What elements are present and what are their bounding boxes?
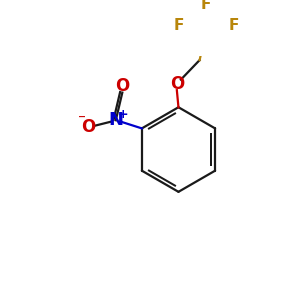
Text: F: F <box>201 0 211 12</box>
Text: O: O <box>115 77 129 95</box>
Text: ⁻: ⁻ <box>78 113 86 128</box>
Text: +: + <box>118 108 128 121</box>
Text: O: O <box>170 76 184 94</box>
Text: F: F <box>229 18 239 33</box>
Text: F: F <box>173 18 184 33</box>
Text: O: O <box>81 118 95 136</box>
Text: N: N <box>108 111 123 129</box>
